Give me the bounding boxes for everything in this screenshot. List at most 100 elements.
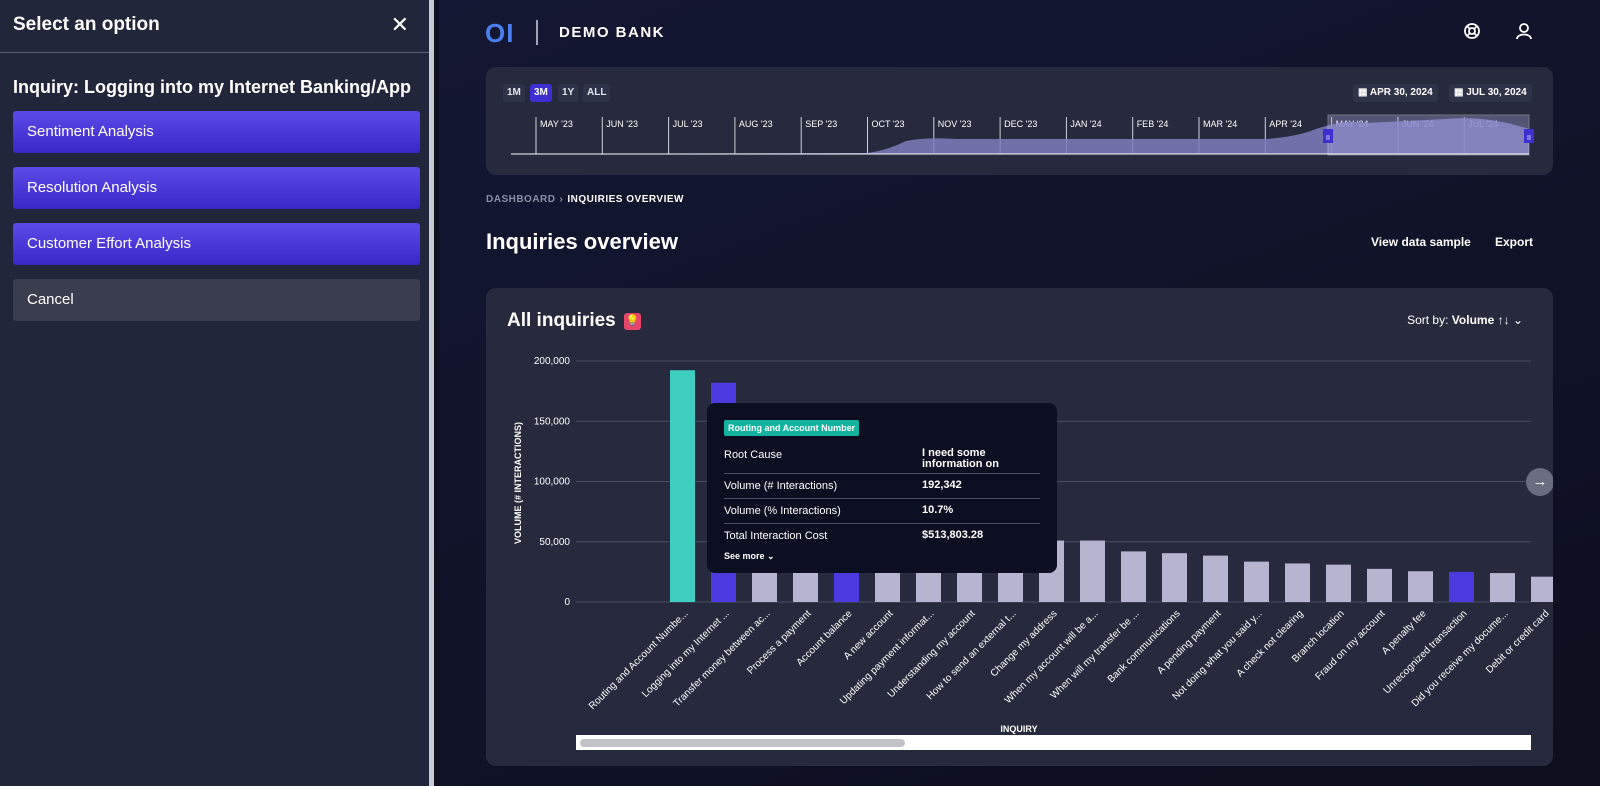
timeline-area <box>511 118 1529 154</box>
bar[interactable] <box>1080 540 1105 602</box>
timeline-month-label: AUG '23 <box>739 119 773 129</box>
range-all-button[interactable]: ALL <box>583 84 611 102</box>
y-tick-label: 100,000 <box>534 477 571 488</box>
bar[interactable] <box>1121 551 1146 602</box>
timeline-handle-left-label: II <box>1326 135 1330 142</box>
timeline-month-label: NOV '23 <box>938 119 972 129</box>
range-1y-button[interactable]: 1Y <box>558 84 579 102</box>
scrollbar-thumb[interactable] <box>580 739 905 747</box>
tooltip-key: Total Interaction Cost <box>724 530 828 542</box>
breadcrumb-dashboard[interactable]: DASHBOARD <box>486 194 556 205</box>
tooltip-value: 10.7% <box>922 504 954 516</box>
bar[interactable] <box>1285 563 1310 602</box>
timeline-handle-right-label: II <box>1527 135 1531 142</box>
tooltip-value: 192,342 <box>922 479 962 491</box>
timeline-selection <box>1327 114 1530 156</box>
tooltip-badge: Routing and Account Number <box>724 420 860 436</box>
resolution-analysis-button[interactable]: Resolution Analysis <box>13 167 420 209</box>
bar[interactable] <box>1408 571 1433 602</box>
tooltip-key: Root Cause <box>724 449 783 461</box>
sentiment-analysis-button[interactable]: Sentiment Analysis <box>13 111 420 153</box>
sort-value: Volume <box>1451 313 1495 327</box>
timeline-chart[interactable]: MAY '23 JUN '23 JUL '23 AUG '23 SEP '23 OCT '… <box>486 67 1553 175</box>
timeline-handle-left <box>1323 129 1333 143</box>
help-wheel-icon[interactable] <box>1462 22 1482 42</box>
card-title: All inquiries <box>507 310 616 331</box>
timeline-card: 1M 3M 1Y ALL ▦ APR 30, 2024 ▦ JUL 30, 20… <box>486 67 1553 175</box>
timeline-month-label: JAN '24 <box>1070 119 1101 129</box>
x-tick-label: Unrecognized transaction <box>1382 608 1470 696</box>
see-more-link[interactable]: See more ⌄ <box>724 551 775 561</box>
cancel-button[interactable]: Cancel <box>13 279 420 321</box>
start-date-label: APR 30, 2024 <box>1369 87 1433 98</box>
start-date-button[interactable]: ▦ APR 30, 2024 <box>1353 84 1438 102</box>
timeline-handle-right <box>1524 129 1534 143</box>
logo-divider <box>536 20 538 45</box>
x-tick-label: Fraud on my account <box>1313 608 1387 682</box>
y-axis-title: VOLUME (# INTERACTIONS) <box>513 422 523 544</box>
end-date-label: JUL 30, 2024 <box>1466 87 1527 98</box>
range-1m-button[interactable]: 1M <box>503 84 525 102</box>
tooltip-value: $513,803.28 <box>922 529 984 541</box>
view-data-sample-link[interactable]: View data sample <box>1371 235 1471 249</box>
panel-header: Select an option ✕ <box>0 0 429 53</box>
tooltip-divider <box>724 473 1040 474</box>
sort-label: Sort by: <box>1407 313 1449 327</box>
timeline-month-label: APR '24 <box>1269 119 1302 129</box>
option-panel: Select an option ✕ Inquiry: Logging into… <box>0 0 434 786</box>
tooltip-key: Volume (# Interactions) <box>724 480 838 492</box>
y-tick-label: 50,000 <box>539 537 570 548</box>
breadcrumb: DASHBOARD › INQUIRIES OVERVIEW <box>486 194 684 205</box>
close-icon[interactable]: ✕ <box>390 12 409 37</box>
timeline-month-label: JUN '23 <box>606 119 638 129</box>
bar[interactable] <box>1203 555 1228 602</box>
chevron-down-icon: ⌄ <box>1512 313 1523 327</box>
y-tick-label: 200,000 <box>534 356 571 367</box>
inquiries-bar-chart: 200,000 150,000 100,000 50,000 0 Routing and… <box>513 356 1553 734</box>
bar[interactable] <box>1449 571 1474 602</box>
y-tick-label: 150,000 <box>534 416 571 427</box>
panel-subtitle: Inquiry: Logging into my Internet Bankin… <box>13 77 411 97</box>
timeline-month-label: MAR '24 <box>1203 119 1237 129</box>
sort-dropdown[interactable]: Sort by: Volume ↑↓ ⌄ <box>1407 313 1523 327</box>
bar[interactable] <box>1326 564 1351 602</box>
y-tick-label: 0 <box>564 597 570 608</box>
timeline-month-label: MAY '23 <box>540 119 573 129</box>
customer-effort-analysis-button[interactable]: Customer Effort Analysis <box>13 223 420 265</box>
export-link[interactable]: Export <box>1495 235 1534 249</box>
main-area: OI DEMO BANK 1M 3M 1Y ALL ▦ APR 30, 2024… <box>439 0 1600 786</box>
range-3m-button[interactable]: 3M <box>530 84 552 102</box>
calendar-icon: ▦ <box>1454 87 1467 98</box>
bar[interactable] <box>1244 561 1269 602</box>
x-axis-title: INQUIRY <box>1000 724 1037 734</box>
arrow-right-icon[interactable]: → <box>1526 468 1553 496</box>
lightbulb-icon[interactable]: 💡 <box>624 313 641 330</box>
user-icon[interactable] <box>1514 22 1534 42</box>
x-tick-label: Bank communications <box>1106 608 1183 685</box>
timeline-month-label: DEC '23 <box>1004 119 1037 129</box>
bank-name: DEMO BANK <box>559 24 665 41</box>
sort-arrows-icon: ↑↓ <box>1497 313 1510 327</box>
bar[interactable] <box>670 370 695 602</box>
brand-logo: OI <box>485 18 515 48</box>
timeline-month-label: OCT '23 <box>872 119 905 129</box>
bar[interactable] <box>1367 568 1392 602</box>
tooltip-value: I need some information on <box>922 447 999 470</box>
bar[interactable] <box>1162 553 1187 602</box>
calendar-icon: ▦ <box>1358 87 1370 98</box>
breadcrumb-separator: › <box>559 194 564 205</box>
tooltip-key: Volume (% Interactions) <box>724 505 841 517</box>
bar-tooltip: Routing and Account Number Root Cause I n… <box>707 403 1057 573</box>
breadcrumb-current: INQUIRIES OVERVIEW <box>567 194 684 205</box>
bar[interactable] <box>1531 576 1553 602</box>
page-title: Inquiries overview <box>486 229 678 254</box>
timeline-month-label: JUL '23 <box>673 119 703 129</box>
tooltip-divider <box>724 523 1040 524</box>
tooltip-divider <box>724 498 1040 499</box>
panel-title: Select an option <box>13 14 160 35</box>
timeline-month-label: FEB '24 <box>1137 119 1169 129</box>
chart-scrollbar[interactable] <box>576 735 1531 750</box>
timeline-month-label: SEP '23 <box>805 119 837 129</box>
bar[interactable] <box>1490 573 1515 602</box>
end-date-button[interactable]: ▦ JUL 30, 2024 <box>1449 84 1532 102</box>
